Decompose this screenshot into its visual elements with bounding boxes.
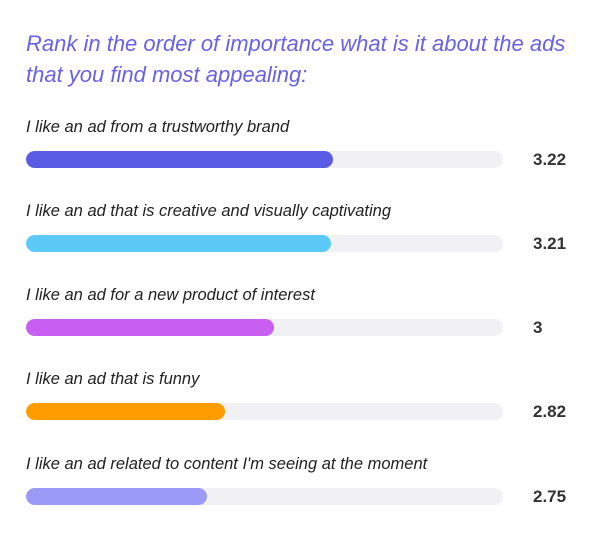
bar: [26, 488, 207, 505]
category-label: I like an ad related to content I'm seei…: [26, 455, 428, 473]
value-label: 2.75: [533, 487, 567, 506]
bar-track: [26, 488, 503, 505]
bar: [26, 403, 225, 420]
bar-row: I like an ad that is creative and visual…: [0, 202, 600, 272]
value-label: 2.82: [533, 402, 567, 421]
bar: [26, 235, 331, 252]
bar: [26, 151, 333, 168]
bar-row: I like an ad for a new product of intere…: [0, 286, 600, 356]
category-label: I like an ad that is creative and visual…: [26, 202, 392, 220]
bar: [26, 319, 274, 336]
category-label: I like an ad from a trustworthy brand: [26, 118, 290, 136]
value-label: 3.22: [533, 150, 567, 169]
value-label: 3.21: [533, 234, 567, 253]
chart-title: Rank in the order of importance what is …: [26, 31, 566, 87]
bar-row: I like an ad from a trustworthy brand 3.…: [0, 118, 600, 188]
bar-row: I like an ad related to content I'm seei…: [0, 455, 600, 525]
bar-row: I like an ad that is funny 2.82: [0, 370, 600, 440]
bar-track: [26, 403, 503, 420]
bar-track: [26, 319, 503, 336]
bar-track: [26, 151, 503, 168]
bar-track: [26, 235, 503, 252]
value-label: 3: [533, 318, 543, 337]
category-label: I like an ad that is funny: [26, 370, 200, 388]
category-label: I like an ad for a new product of intere…: [26, 286, 315, 304]
